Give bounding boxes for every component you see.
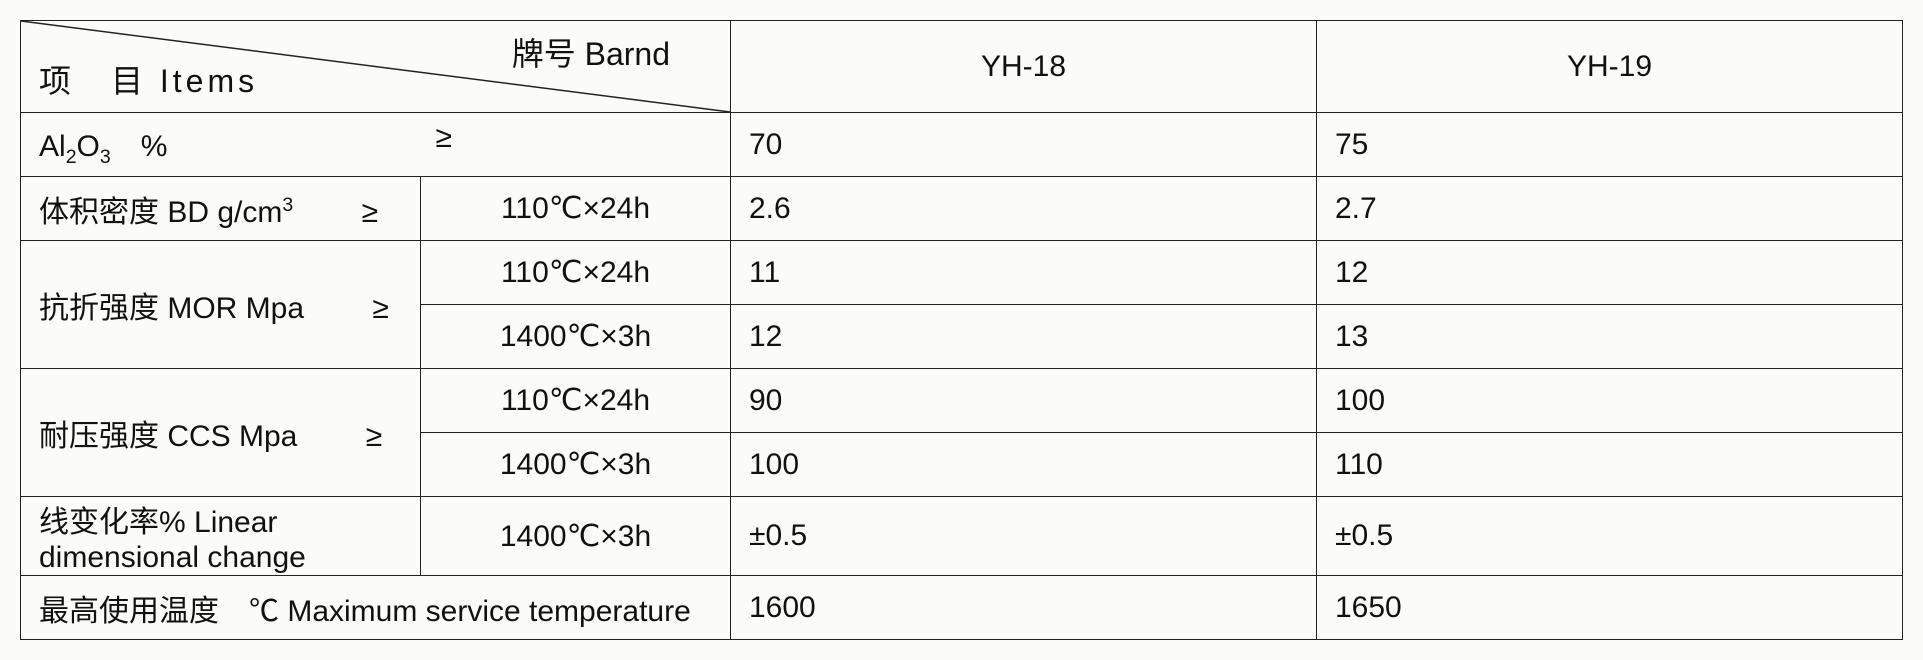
row-value-1: 70	[731, 113, 1317, 177]
header-items-brand-cell: 项 目 Items 牌号 Barnd	[21, 21, 731, 113]
spec-table: 项 目 Items 牌号 Barnd YH-18 YH-19 Al2O3 % ≥…	[20, 20, 1903, 640]
ge-icon: ≥	[372, 292, 388, 326]
row-value-2: 2.7	[1317, 177, 1903, 241]
row-value-2: 110	[1317, 433, 1903, 497]
row-item-label: 线变化率% Linear dimensional change	[39, 497, 402, 575]
header-col-1: YH-18	[731, 21, 1317, 113]
row-item-label: 体积密度 BD g/cm3	[39, 187, 293, 231]
table-row: 最高使用温度 ℃ Maximum service temperature 160…	[21, 576, 1903, 640]
header-brand-label: 牌号 Barnd	[512, 29, 670, 75]
row-value-2: ±0.5	[1317, 497, 1903, 576]
row-condition-label: 1400℃×3h	[421, 433, 731, 497]
header-items-label: 项 目 Items	[39, 56, 258, 102]
row-condition-label: 1400℃×3h	[421, 497, 731, 576]
table-row: 体积密度 BD g/cm3 ≥ 110℃×24h 2.6 2.7	[21, 177, 1903, 241]
header-col-2: YH-19	[1317, 21, 1903, 113]
row-item-cell: 耐压强度 CCS Mpa ≥	[21, 369, 421, 497]
row-value-2: 100	[1317, 369, 1903, 433]
row-value-1: ±0.5	[731, 497, 1317, 576]
table-row: 抗折强度 MOR Mpa ≥ 110℃×24h 11 12	[21, 241, 1903, 305]
row-value-1: 11	[731, 241, 1317, 305]
table-header-row: 项 目 Items 牌号 Barnd YH-18 YH-19	[21, 21, 1903, 113]
spec-table-container: 项 目 Items 牌号 Barnd YH-18 YH-19 Al2O3 % ≥…	[20, 20, 1903, 640]
row-item-label: 最高使用温度 ℃ Maximum service temperature	[39, 586, 691, 630]
row-value-1: 1600	[731, 576, 1317, 640]
row-value-1: 2.6	[731, 177, 1317, 241]
row-condition-label: 1400℃×3h	[421, 305, 731, 369]
row-item-cell: Al2O3 % ≥	[21, 113, 731, 177]
row-item-cell: 体积密度 BD g/cm3 ≥	[21, 177, 421, 241]
row-value-1: 90	[731, 369, 1317, 433]
row-item-cell: 线变化率% Linear dimensional change	[21, 497, 421, 576]
table-row: 线变化率% Linear dimensional change 1400℃×3h…	[21, 497, 1903, 576]
row-value-2: 13	[1317, 305, 1903, 369]
row-condition-label: 110℃×24h	[421, 177, 731, 241]
row-value-2: 1650	[1317, 576, 1903, 640]
row-value-2: 75	[1317, 113, 1903, 177]
row-condition-label: ≥	[436, 121, 452, 155]
ge-icon: ≥	[366, 420, 382, 454]
row-item-label: Al2O3 %	[39, 121, 167, 169]
row-item-label: 耐压强度 CCS Mpa	[39, 411, 297, 455]
row-value-2: 12	[1317, 241, 1903, 305]
row-item-cell: 最高使用温度 ℃ Maximum service temperature	[21, 576, 731, 640]
row-item-label: 抗折强度 MOR Mpa	[39, 283, 304, 327]
table-row: Al2O3 % ≥ 70 75	[21, 113, 1903, 177]
row-condition-label: 110℃×24h	[421, 241, 731, 305]
row-value-1: 100	[731, 433, 1317, 497]
row-condition-label: 110℃×24h	[421, 369, 731, 433]
ge-icon: ≥	[362, 196, 378, 230]
row-item-cell: 抗折强度 MOR Mpa ≥	[21, 241, 421, 369]
table-row: 耐压强度 CCS Mpa ≥ 110℃×24h 90 100	[21, 369, 1903, 433]
row-value-1: 12	[731, 305, 1317, 369]
